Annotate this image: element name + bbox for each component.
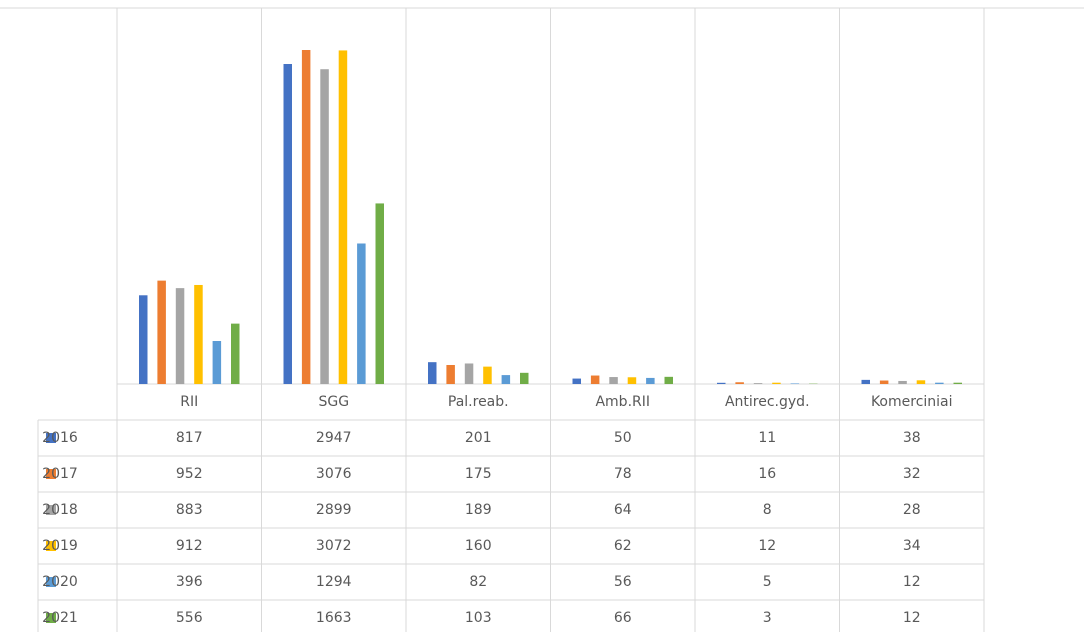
table-value: 12 bbox=[758, 538, 776, 554]
category-label: Antirec.gyd. bbox=[725, 394, 810, 410]
table-value: 12 bbox=[903, 610, 921, 626]
table-value: 3076 bbox=[316, 466, 352, 482]
bar bbox=[464, 363, 474, 384]
table-value: 175 bbox=[465, 466, 492, 482]
table-value: 38 bbox=[903, 430, 921, 446]
table-value: 556 bbox=[176, 610, 203, 626]
bar bbox=[283, 64, 292, 385]
table-value: 160 bbox=[465, 538, 492, 554]
legend-swatch bbox=[46, 613, 56, 623]
legend-label: 2019 bbox=[42, 538, 78, 554]
table-value: 817 bbox=[176, 430, 203, 446]
table-value: 883 bbox=[176, 502, 203, 518]
table-value: 32 bbox=[903, 466, 921, 482]
table-value: 8 bbox=[763, 502, 772, 518]
legend-label: 2016 bbox=[42, 430, 78, 446]
table-value: 1294 bbox=[316, 574, 352, 590]
bar bbox=[646, 377, 655, 384]
bar bbox=[627, 377, 637, 384]
table-value: 3072 bbox=[316, 538, 352, 554]
table-value: 103 bbox=[465, 610, 492, 626]
table-value: 912 bbox=[176, 538, 203, 554]
bar bbox=[898, 380, 907, 384]
bar bbox=[879, 380, 889, 384]
table-value: 34 bbox=[903, 538, 921, 554]
bar bbox=[953, 382, 962, 384]
table-value: 1663 bbox=[316, 610, 352, 626]
table-value: 952 bbox=[176, 466, 203, 482]
table-value: 12 bbox=[903, 574, 921, 590]
bar bbox=[717, 382, 726, 384]
table-value: 2947 bbox=[316, 430, 352, 446]
bar bbox=[320, 69, 329, 384]
bar bbox=[664, 376, 673, 384]
bar bbox=[772, 382, 781, 384]
legend-label: 2017 bbox=[42, 466, 78, 482]
category-label: Pal.reab. bbox=[448, 394, 509, 410]
bar bbox=[790, 383, 800, 384]
table-value: 5 bbox=[763, 574, 772, 590]
category-label: RII bbox=[180, 394, 198, 410]
legend-label: 2018 bbox=[42, 502, 78, 518]
legend-swatch bbox=[46, 577, 56, 587]
legend-swatch bbox=[46, 469, 56, 479]
bar bbox=[375, 203, 384, 384]
table-value: 66 bbox=[614, 610, 632, 626]
category-label: Komerciniai bbox=[871, 394, 953, 410]
bar bbox=[194, 284, 203, 384]
table-value: 62 bbox=[614, 538, 632, 554]
table-value: 11 bbox=[758, 430, 776, 446]
table-value: 189 bbox=[465, 502, 492, 518]
table-value: 201 bbox=[465, 430, 492, 446]
table-value: 82 bbox=[469, 574, 487, 590]
bar bbox=[609, 377, 618, 384]
bar bbox=[301, 50, 311, 384]
bar bbox=[139, 295, 148, 384]
category-label: Amb.RII bbox=[595, 394, 650, 410]
table-value: 2899 bbox=[316, 502, 352, 518]
legend-swatch bbox=[46, 505, 56, 515]
bar bbox=[916, 380, 926, 384]
category-label: SGG bbox=[318, 394, 349, 410]
table-value: 78 bbox=[614, 466, 632, 482]
bar bbox=[753, 383, 763, 384]
table-value: 396 bbox=[176, 574, 203, 590]
bar bbox=[212, 341, 222, 384]
bar bbox=[572, 378, 581, 384]
table-value: 56 bbox=[614, 574, 632, 590]
bar bbox=[157, 280, 166, 384]
bar bbox=[483, 366, 492, 384]
bar bbox=[446, 364, 455, 384]
bar bbox=[338, 50, 348, 385]
bar bbox=[231, 323, 240, 384]
bar bbox=[428, 362, 437, 384]
table-value: 28 bbox=[903, 502, 921, 518]
legend-swatch bbox=[46, 433, 56, 443]
bar bbox=[357, 243, 366, 384]
bar bbox=[590, 375, 600, 384]
bar bbox=[501, 375, 511, 384]
bar bbox=[935, 382, 944, 384]
legend-label: 2020 bbox=[42, 574, 78, 590]
bar bbox=[520, 372, 529, 384]
table-value: 64 bbox=[614, 502, 632, 518]
bar bbox=[735, 382, 744, 384]
legend-label: 2021 bbox=[42, 610, 78, 626]
table-value: 16 bbox=[758, 466, 776, 482]
bar bbox=[861, 379, 870, 384]
bar bbox=[175, 288, 185, 384]
table-value: 50 bbox=[614, 430, 632, 446]
table-value: 3 bbox=[763, 610, 772, 626]
legend-swatch bbox=[46, 541, 56, 551]
